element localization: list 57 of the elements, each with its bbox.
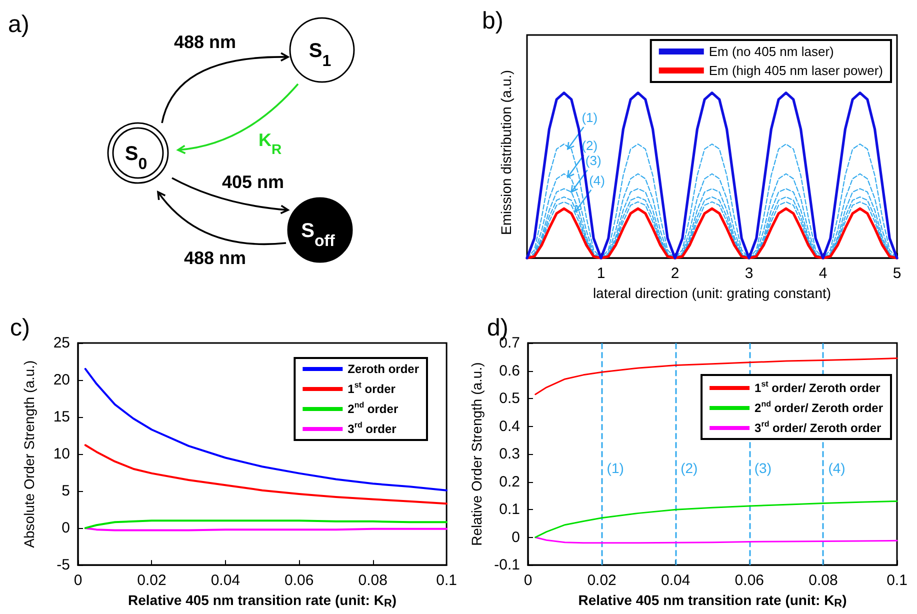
text: S$_{1}$ bbox=[308, 40, 332, 70]
y-tick-label: 0 bbox=[62, 520, 70, 537]
y-tick-label: 0.2 bbox=[499, 473, 520, 490]
y-tick-label: 20 bbox=[53, 372, 70, 389]
annotation: (3) bbox=[585, 152, 602, 168]
x-tick-label: 0.08 bbox=[808, 572, 838, 590]
y-tick-label: 0.4 bbox=[499, 418, 520, 435]
x-tick-label: 0.1 bbox=[886, 572, 908, 590]
annotation: (3) bbox=[754, 460, 772, 476]
x-tick-label: 0 bbox=[74, 572, 82, 590]
text: a) bbox=[8, 11, 30, 38]
x-tick-label: 0.02 bbox=[587, 572, 616, 590]
annotation: (1) bbox=[582, 110, 598, 126]
x-tick-label: 0.08 bbox=[358, 572, 388, 590]
x-tick-label: 1 bbox=[596, 265, 606, 282]
text: S$_{off}$ bbox=[301, 220, 336, 250]
y-tick-label: -0.1 bbox=[494, 556, 520, 574]
text: 405 nm bbox=[222, 172, 284, 192]
y-tick-label: -5 bbox=[56, 556, 70, 574]
annotation: (4) bbox=[589, 172, 605, 188]
x-tick-label: 0.1 bbox=[436, 572, 458, 590]
x-axis-title: lateral direction (unit: grating constant) bbox=[592, 285, 832, 301]
text: 488 nm bbox=[174, 32, 236, 52]
y-tick-label: 0.5 bbox=[499, 390, 520, 408]
chart-title: c) bbox=[10, 314, 30, 342]
text: S$_{0}$ bbox=[124, 143, 148, 172]
x-tick-label: 0.06 bbox=[284, 572, 314, 590]
x-tick-label: 0.06 bbox=[734, 572, 764, 590]
x-tick-label: 4 bbox=[818, 265, 828, 282]
x-tick-label: 0 bbox=[524, 572, 532, 590]
annotation: (1) bbox=[606, 460, 624, 476]
y-axis-title: Absolute Order Strength (a.u.) bbox=[21, 360, 37, 548]
y-axis-title: Relative Order Strength (a.u.) bbox=[468, 362, 484, 546]
x-tick-label: 3 bbox=[744, 265, 754, 282]
y-tick-label: 15 bbox=[53, 408, 70, 426]
y-tick-label: 25 bbox=[53, 334, 70, 352]
y-tick-label: 0 bbox=[512, 528, 520, 546]
chart-title: b) bbox=[482, 8, 504, 34]
y-tick-label: 0.1 bbox=[499, 501, 520, 518]
y-tick-label: 0.6 bbox=[499, 362, 520, 380]
x-tick-label: 0.02 bbox=[137, 572, 166, 590]
x-tick-label: 2 bbox=[670, 265, 680, 282]
text: 488 nm bbox=[184, 248, 246, 268]
y-tick-label: 5 bbox=[62, 482, 70, 500]
x-tick-label: 5 bbox=[892, 265, 902, 282]
annotation: (2) bbox=[582, 138, 598, 154]
x-tick-label: 0.04 bbox=[661, 572, 690, 590]
legend-label: Em (high 405 nm laser power) bbox=[708, 63, 884, 78]
y-axis-title: Emission distribution (a.u.) bbox=[498, 70, 514, 235]
text: K$_{R}$ bbox=[258, 130, 282, 157]
y-tick-label: 10 bbox=[53, 446, 70, 463]
legend-label: Em (no 405 nm laser) bbox=[708, 44, 834, 59]
legend-label: Zeroth order bbox=[348, 362, 420, 376]
y-tick-label: 0.3 bbox=[499, 446, 520, 463]
annotation: (2) bbox=[680, 460, 698, 476]
annotation: (4) bbox=[828, 460, 846, 476]
x-tick-label: 0.04 bbox=[210, 572, 240, 590]
